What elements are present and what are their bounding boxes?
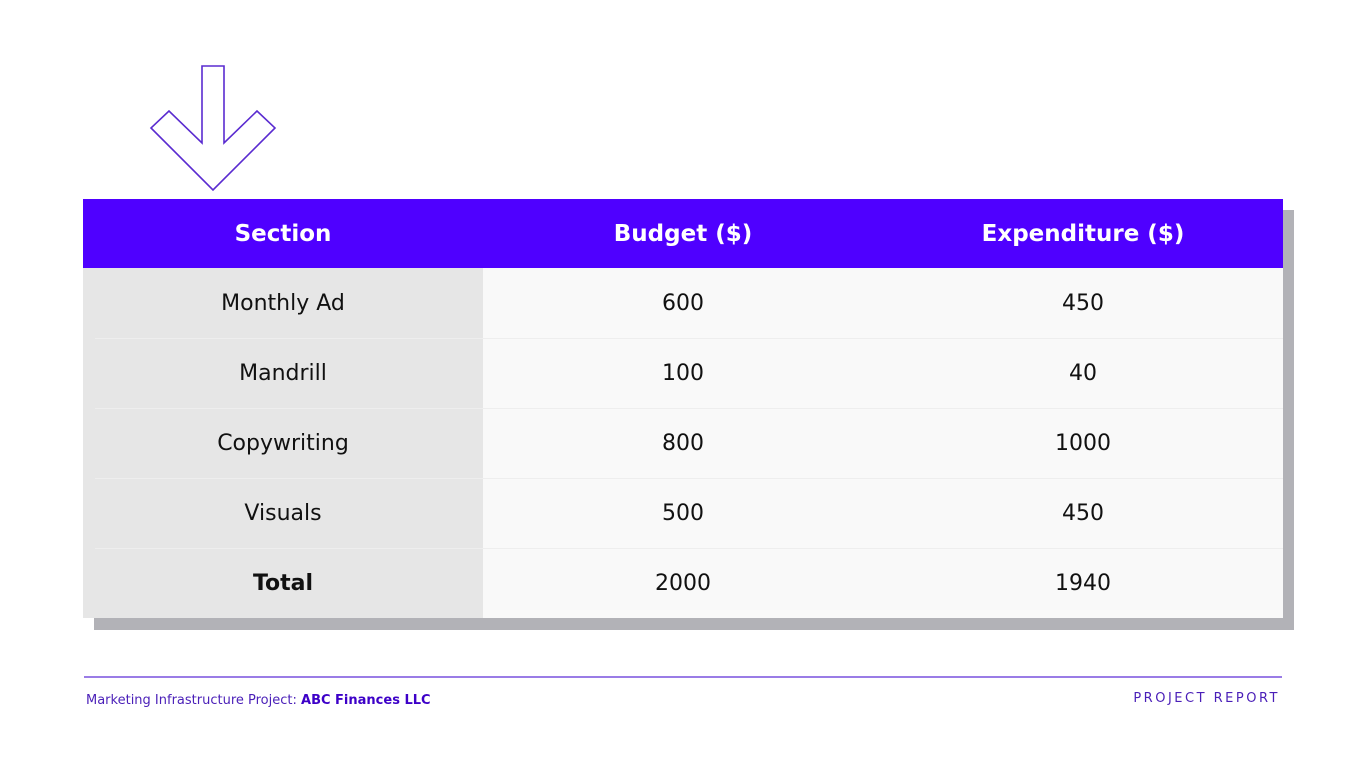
cell-expenditure: 450	[883, 478, 1283, 548]
header-budget: Budget ($)	[613, 220, 753, 247]
cell-expenditure: 40	[883, 338, 1283, 408]
cell-total-label: Total	[83, 548, 483, 618]
cell-budget: 500	[483, 478, 883, 548]
footer-report-label: PROJECT REPORT	[1133, 691, 1280, 706]
budget-table: Section Budget ($) Expenditure ($) Month…	[83, 199, 1283, 618]
table-row: Copywriting 800 1000	[83, 408, 1283, 478]
table-row: Visuals 500 450	[83, 478, 1283, 548]
cell-expenditure: 1000	[883, 408, 1283, 478]
cell-section: Monthly Ad	[83, 268, 483, 338]
footer-divider	[84, 676, 1282, 678]
header-expenditure: Expenditure ($)	[981, 220, 1185, 247]
cell-section: Mandrill	[83, 338, 483, 408]
project-label: Marketing Infrastructure Project:	[86, 693, 297, 708]
header-section: Section	[234, 220, 332, 247]
table-header: Section Budget ($) Expenditure ($)	[83, 199, 1283, 268]
table-row: Monthly Ad 600 450	[83, 268, 1283, 338]
cell-expenditure: 450	[883, 268, 1283, 338]
table-row: Mandrill 100 40	[83, 338, 1283, 408]
cell-budget: 800	[483, 408, 883, 478]
cell-section: Copywriting	[83, 408, 483, 478]
cell-total-budget: 2000	[483, 548, 883, 618]
cell-budget: 100	[483, 338, 883, 408]
cell-section: Visuals	[83, 478, 483, 548]
client-name: ABC Finances LLC	[301, 693, 431, 708]
down-arrow-outline-icon	[149, 65, 277, 192]
cell-total-expenditure: 1940	[883, 548, 1283, 618]
total-row: Total 2000 1940	[83, 548, 1283, 618]
cell-budget: 600	[483, 268, 883, 338]
footer-project: Marketing Infrastructure Project: ABC Fi…	[86, 693, 431, 708]
